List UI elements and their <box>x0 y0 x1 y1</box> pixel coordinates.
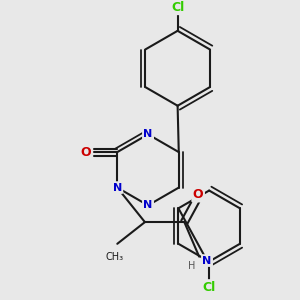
Text: Cl: Cl <box>171 1 184 13</box>
Text: O: O <box>193 188 203 201</box>
Text: H: H <box>188 262 195 272</box>
Text: N: N <box>143 200 153 210</box>
Text: N: N <box>113 183 122 193</box>
Text: O: O <box>80 146 91 159</box>
Text: N: N <box>202 256 211 266</box>
Text: Cl: Cl <box>202 281 216 294</box>
Text: CH₃: CH₃ <box>105 252 123 262</box>
Text: N: N <box>143 129 153 139</box>
